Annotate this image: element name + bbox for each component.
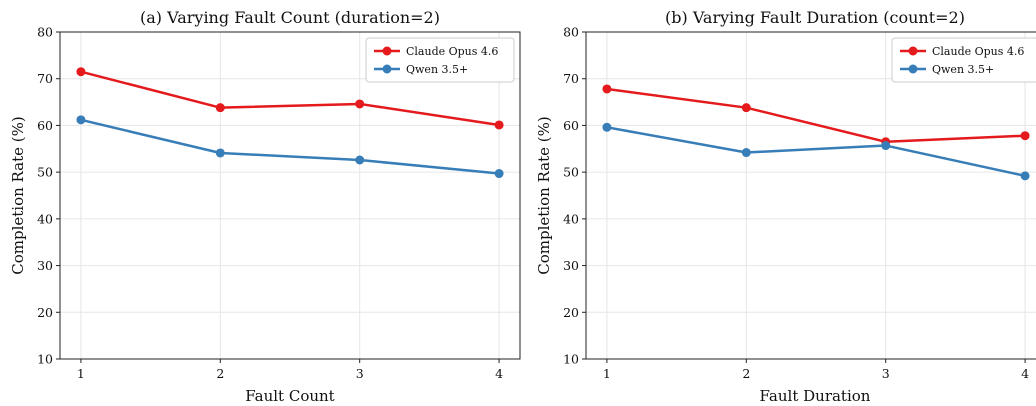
- y-tick-label: 40: [563, 211, 579, 226]
- y-tick-label: 60: [563, 118, 579, 133]
- series-line-0: [80, 70, 500, 127]
- y-tick-label: 30: [563, 258, 579, 273]
- x-tick-label: 1: [603, 366, 611, 381]
- chart-panel-b: 10 20 30 40 50 60 70 80 1 2 3 4 (b) Varying Fault Du…: [535, 8, 1036, 405]
- y-tick-label: 50: [37, 165, 53, 180]
- data-point: [494, 120, 504, 130]
- data-point: [76, 115, 86, 125]
- y-axis-label: Completion Rate (%): [535, 116, 553, 275]
- x-tick-label: 1: [77, 366, 85, 381]
- data-point: [215, 103, 225, 113]
- legend-label: Qwen 3.5+: [406, 63, 468, 76]
- data-point: [881, 141, 891, 151]
- y-tick-label: 80: [563, 25, 579, 40]
- y-tick-label: 20: [37, 305, 53, 320]
- legend-swatch-marker: [908, 64, 918, 74]
- x-tick-label: 2: [742, 366, 750, 381]
- plot-area-frame: [585, 31, 1036, 360]
- x-axis-label: Fault Duration: [760, 387, 871, 405]
- legend-swatch-marker: [382, 46, 392, 56]
- y-tick-label: 80: [37, 25, 53, 40]
- data-point: [355, 99, 365, 109]
- data-point: [741, 103, 751, 113]
- series-line-1: [606, 126, 1026, 178]
- y-tick-label: 70: [37, 71, 53, 86]
- x-tick-label: 3: [356, 366, 364, 381]
- data-point: [1020, 131, 1030, 141]
- data-point: [215, 148, 225, 158]
- legend-label: Claude Opus 4.6: [406, 45, 498, 58]
- legend-label: Qwen 3.5+: [932, 63, 994, 76]
- legend-swatch-marker: [908, 46, 918, 56]
- legend-swatch-marker: [382, 64, 392, 74]
- series-line-1: [80, 118, 500, 175]
- data-point: [602, 84, 612, 94]
- y-tick-label: 60: [37, 118, 53, 133]
- x-axis-label: Fault Count: [245, 387, 334, 405]
- y-tick-label: 40: [37, 211, 53, 226]
- data-point: [76, 67, 86, 77]
- data-point: [741, 148, 751, 158]
- x-tick-label: 4: [1021, 366, 1029, 381]
- y-tick-label: 30: [37, 258, 53, 273]
- data-point: [355, 155, 365, 165]
- x-tick-label: 3: [882, 366, 890, 381]
- y-tick-label: 50: [563, 165, 579, 180]
- data-point: [494, 169, 504, 179]
- legend-box: [891, 37, 1036, 83]
- data-point: [1020, 171, 1030, 181]
- legend-box: [365, 37, 515, 83]
- data-point: [602, 122, 612, 132]
- y-tick-label: 10: [563, 352, 579, 367]
- series-line-0: [606, 87, 1026, 144]
- y-tick-label: 10: [37, 352, 53, 367]
- y-axis-label: Completion Rate (%): [9, 116, 27, 275]
- chart-title: (b) Varying Fault Duration (count=2): [665, 8, 965, 27]
- legend-label: Claude Opus 4.6: [932, 45, 1024, 58]
- x-tick-label: 2: [216, 366, 224, 381]
- y-tick-label: 20: [563, 305, 579, 320]
- x-tick-label: 4: [495, 366, 503, 381]
- chart-panel-a: 10 20 30 40 50 60 70 80 1 2 3 4 (a) Varying Fault Co…: [9, 8, 521, 405]
- chart-title: (a) Varying Fault Count (duration=2): [140, 8, 440, 27]
- y-tick-label: 70: [563, 71, 579, 86]
- plot-area-frame: [59, 31, 521, 360]
